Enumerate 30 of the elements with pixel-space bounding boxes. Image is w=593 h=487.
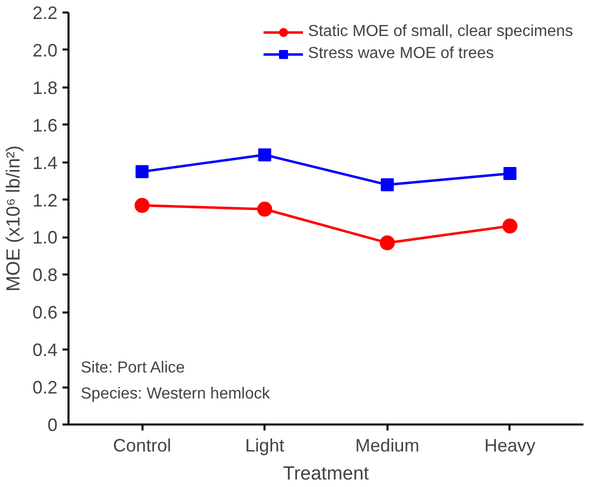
point <box>503 167 516 180</box>
y-tick-label: 0.2 <box>32 378 58 398</box>
y-axis-title: MOE (x10⁶ lb/in²) <box>3 145 24 292</box>
annotation: Site: Port Alice <box>80 360 185 376</box>
point <box>134 198 150 213</box>
y-tick-label: 0.4 <box>32 340 58 360</box>
point <box>380 178 394 192</box>
y-tick-label: 1.4 <box>32 152 58 173</box>
point <box>502 218 518 234</box>
y-tick-label: 1.2 <box>32 190 58 210</box>
y-tick-label: 0.8 <box>32 265 58 286</box>
y-tick-label: 0.6 <box>32 302 58 323</box>
y-tick-label: 2.0 <box>32 40 58 60</box>
x-tick-label: Control <box>113 436 172 456</box>
point <box>258 148 272 162</box>
y-tick-label: 2.2 <box>32 3 58 23</box>
point <box>257 202 272 217</box>
y-tick-label: 0 <box>47 415 58 435</box>
point <box>380 235 395 250</box>
y-tick-label: 1.8 <box>32 78 58 98</box>
y-tick-label: 1.6 <box>32 115 58 136</box>
x-tick-label: Light <box>245 436 284 456</box>
x-tick-label: Heavy <box>484 436 536 456</box>
legend-label: Stress wave MOE of trees <box>308 45 494 63</box>
x-tick-label: Medium <box>355 436 420 456</box>
annotation: Species: Western hemlock <box>80 386 271 402</box>
point <box>136 165 149 178</box>
x-axis-title: Treatment <box>283 464 370 484</box>
y-tick-label: 1.0 <box>32 228 58 248</box>
legend-label: Static MOE of small, clear specimens <box>308 23 573 41</box>
